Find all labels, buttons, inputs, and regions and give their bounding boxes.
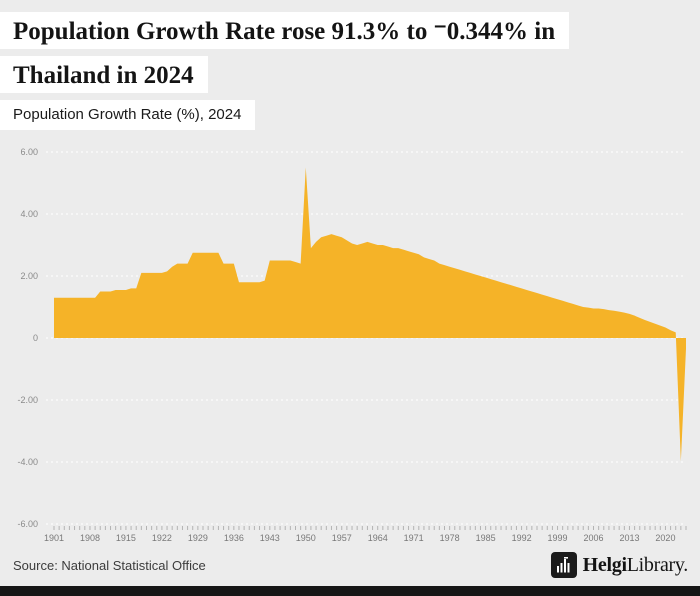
- svg-text:-2.00: -2.00: [17, 395, 38, 405]
- area-series: [54, 167, 686, 462]
- svg-text:1992: 1992: [512, 533, 532, 543]
- svg-text:2006: 2006: [583, 533, 603, 543]
- svg-text:6.00: 6.00: [20, 147, 38, 157]
- y-axis-labels: 6.00 4.00 2.00 0 -2.00 -4.00 -6.00: [17, 147, 38, 529]
- svg-text:2013: 2013: [619, 533, 639, 543]
- header: Population Growth Rate rose 91.3% to ⁻0.…: [0, 0, 700, 130]
- svg-text:0: 0: [33, 333, 38, 343]
- helgilibrary-logo: HelgiLibrary.: [550, 552, 689, 578]
- source-note: Source: National Statistical Office: [13, 557, 206, 573]
- svg-text:1915: 1915: [116, 533, 136, 543]
- svg-text:1964: 1964: [368, 533, 388, 543]
- brand-wordmark: HelgiLibrary.: [582, 553, 689, 577]
- chart-subtitle: Population Growth Rate (%), 2024: [0, 100, 700, 130]
- svg-text:1901: 1901: [44, 533, 64, 543]
- x-axis-labels: 1901 1908 1915 1922 1929 1936 1943 1950 1957 1964…: [44, 533, 675, 543]
- chart-subtitle-text: Population Growth Rate (%), 2024: [0, 100, 256, 130]
- page-title-line-1: Population Growth Rate rose 91.3% to ⁻0.…: [0, 12, 700, 56]
- svg-text:1978: 1978: [440, 533, 460, 543]
- svg-text:1943: 1943: [260, 533, 280, 543]
- bottom-accent-bar: [0, 586, 700, 596]
- area-chart: 6.00 4.00 2.00 0 -2.00 -4.00 -6.00 1901 1908 1915…: [17, 147, 687, 543]
- svg-text:-4.00: -4.00: [17, 457, 38, 467]
- brand-bold: Helgi: [582, 553, 627, 576]
- x-axis-ticks: [53, 526, 687, 530]
- svg-text:1922: 1922: [152, 533, 172, 543]
- logo-bars-glyph: [556, 557, 570, 573]
- svg-text:1908: 1908: [80, 533, 100, 543]
- page-title-line-2: Thailand in 2024: [0, 56, 700, 100]
- svg-text:4.00: 4.00: [20, 209, 38, 219]
- page-title-text-2: Thailand in 2024: [0, 56, 208, 93]
- svg-text:1985: 1985: [476, 533, 496, 543]
- svg-text:2.00: 2.00: [20, 271, 38, 281]
- brand-regular: Library.: [626, 553, 689, 576]
- page-title-text-1: Population Growth Rate rose 91.3% to ⁻0.…: [0, 12, 570, 49]
- svg-text:1950: 1950: [296, 533, 316, 543]
- svg-text:1971: 1971: [404, 533, 424, 543]
- svg-text:1957: 1957: [332, 533, 352, 543]
- bar-chart-logo-icon: [550, 552, 577, 578]
- svg-text:1936: 1936: [224, 533, 244, 543]
- svg-text:1929: 1929: [188, 533, 208, 543]
- svg-text:1999: 1999: [548, 533, 568, 543]
- svg-text:-6.00: -6.00: [17, 519, 38, 529]
- svg-text:2020: 2020: [655, 533, 675, 543]
- footer: Source: National Statistical Office Helg…: [0, 548, 700, 586]
